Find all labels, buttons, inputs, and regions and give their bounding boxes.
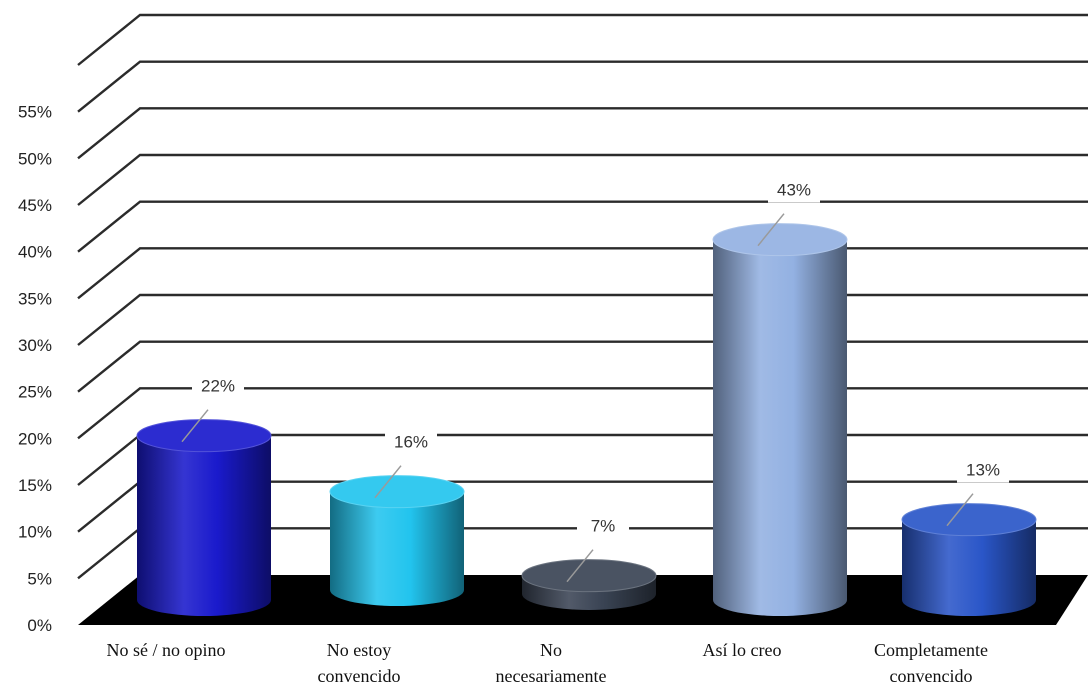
- gridline: [77, 247, 1088, 300]
- y-tick-label: 30%: [18, 336, 52, 355]
- data-label-leader: [181, 409, 209, 443]
- data-label: 43%: [777, 181, 811, 200]
- gridline: [77, 293, 1088, 346]
- gridline: [77, 60, 1088, 113]
- data-label-background: [577, 514, 629, 539]
- y-tick-label: 45%: [18, 196, 52, 215]
- bar-3: [521, 559, 657, 610]
- gridline: [77, 200, 1088, 253]
- bar-1: [136, 419, 272, 616]
- data-label: 7%: [591, 517, 616, 536]
- x-tick-label: No estoy convencido: [318, 640, 401, 686]
- x-tick-label: Así lo creo: [703, 640, 782, 660]
- bar-body: [713, 239, 847, 616]
- data-label-leader: [946, 493, 974, 527]
- x-tick-label: No necesariamente: [496, 640, 607, 686]
- data-label-leader: [374, 465, 402, 499]
- y-tick-label: 10%: [18, 523, 52, 542]
- data-labels: 22% 16% 7% 43% 13%: [181, 178, 1009, 583]
- gridline: [77, 13, 1088, 66]
- bar-top: [136, 419, 272, 453]
- gridline: [77, 107, 1088, 160]
- y-tick-label: 35%: [18, 289, 52, 308]
- bar-5: [901, 503, 1037, 616]
- y-axis: 0% 5% 10% 15% 20% 25% 30% 35% 40% 45% 50% 55%: [18, 103, 52, 635]
- data-label-background: [957, 458, 1009, 483]
- x-tick-label: Completamente convencido: [874, 640, 988, 686]
- data-label-leader: [757, 213, 785, 247]
- y-tick-label: 50%: [18, 149, 52, 168]
- bar-2: [329, 475, 465, 606]
- y-tick-label: 5%: [27, 569, 52, 588]
- gridlines: [77, 13, 1088, 580]
- bar-top: [712, 223, 848, 257]
- bar-body: [902, 519, 1036, 616]
- y-tick-label: 25%: [18, 383, 52, 402]
- bars: [136, 223, 1037, 616]
- x-tick-label: No sé / no opino: [107, 640, 226, 660]
- bar-top: [901, 503, 1037, 537]
- bar-top: [521, 559, 657, 593]
- bar-top: [329, 475, 465, 509]
- x-axis: No sé / no opino No estoy convencido No nece…: [107, 640, 988, 686]
- y-tick-label: 15%: [18, 476, 52, 495]
- data-label: 13%: [966, 461, 1000, 480]
- data-label: 22%: [201, 377, 235, 396]
- bar-body: [137, 435, 271, 616]
- gridline: [77, 153, 1088, 206]
- y-tick-label: 20%: [18, 429, 52, 448]
- y-tick-label: 0%: [27, 616, 52, 635]
- y-tick-label: 40%: [18, 243, 52, 262]
- bar-4: [712, 223, 848, 616]
- data-label-leader: [566, 549, 594, 583]
- data-label-background: [768, 178, 820, 203]
- data-label-background: [192, 374, 244, 399]
- y-tick-label: 55%: [18, 103, 52, 122]
- data-label-background: [385, 430, 437, 455]
- bar-body: [330, 491, 464, 606]
- data-label: 16%: [394, 433, 428, 452]
